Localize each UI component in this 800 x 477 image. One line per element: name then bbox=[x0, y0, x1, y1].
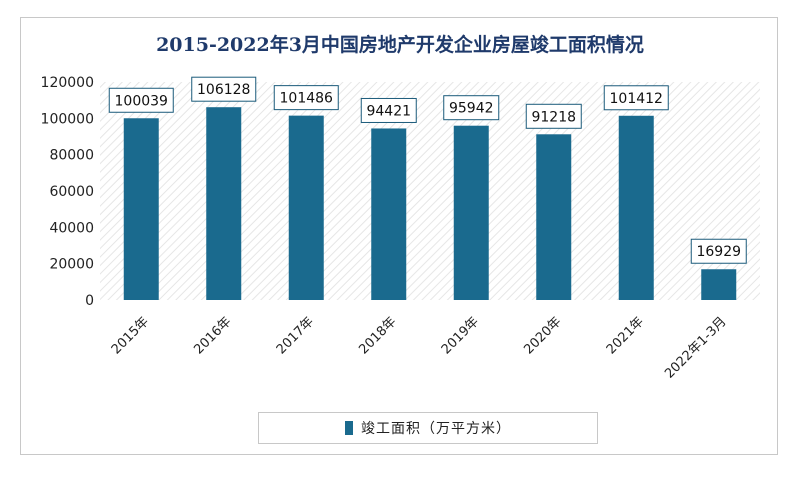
data-label: 16929 bbox=[696, 244, 741, 260]
bar bbox=[701, 269, 737, 300]
bar bbox=[288, 115, 324, 301]
legend: 竣工面积（万平方米） bbox=[258, 412, 598, 444]
x-tick-label: 2020年 bbox=[521, 314, 564, 357]
y-tick-label: 80000 bbox=[49, 148, 94, 164]
bar bbox=[206, 107, 242, 300]
x-tick-label: 2021年 bbox=[604, 314, 647, 357]
y-tick-label: 100000 bbox=[41, 111, 94, 127]
x-tick-label: 2019年 bbox=[439, 314, 482, 357]
data-label-box bbox=[191, 76, 257, 102]
data-label: 101412 bbox=[610, 91, 663, 107]
y-tick-label: 20000 bbox=[49, 257, 94, 273]
data-label-box bbox=[360, 97, 417, 123]
bar bbox=[371, 128, 407, 300]
y-tick-label: 60000 bbox=[49, 184, 94, 200]
data-label-box bbox=[525, 103, 582, 129]
x-tick-label: 2016年 bbox=[191, 314, 234, 357]
data-label: 91218 bbox=[531, 109, 576, 125]
data-label-box bbox=[443, 95, 500, 121]
data-label-box bbox=[690, 238, 747, 264]
x-tick-label: 2022年1-3月 bbox=[662, 314, 729, 381]
bar bbox=[453, 125, 489, 300]
bar bbox=[123, 118, 159, 300]
y-tick-label: 0 bbox=[85, 293, 94, 309]
data-label: 101486 bbox=[280, 91, 334, 107]
bar bbox=[618, 115, 654, 300]
data-label: 106128 bbox=[197, 82, 250, 98]
plot-area bbox=[100, 82, 760, 300]
data-label: 94421 bbox=[366, 103, 411, 119]
x-tick-label: 2017年 bbox=[274, 314, 317, 357]
bar bbox=[536, 134, 572, 300]
data-label: 95942 bbox=[449, 101, 494, 117]
x-tick-label: 2018年 bbox=[356, 314, 399, 357]
y-tick-label: 120000 bbox=[41, 75, 94, 91]
legend-label: 竣工面积（万平方米） bbox=[361, 421, 511, 437]
chart-title: 2015-2022年3月中国房地产开发企业房屋竣工面积情况 bbox=[156, 34, 644, 56]
y-tick-label: 40000 bbox=[49, 220, 94, 236]
data-label-box bbox=[273, 85, 339, 111]
x-tick-label: 2015年 bbox=[109, 314, 152, 357]
data-label: 100039 bbox=[115, 93, 168, 109]
data-label-box bbox=[108, 87, 174, 113]
data-label-box bbox=[603, 85, 669, 111]
legend-swatch bbox=[345, 421, 353, 435]
